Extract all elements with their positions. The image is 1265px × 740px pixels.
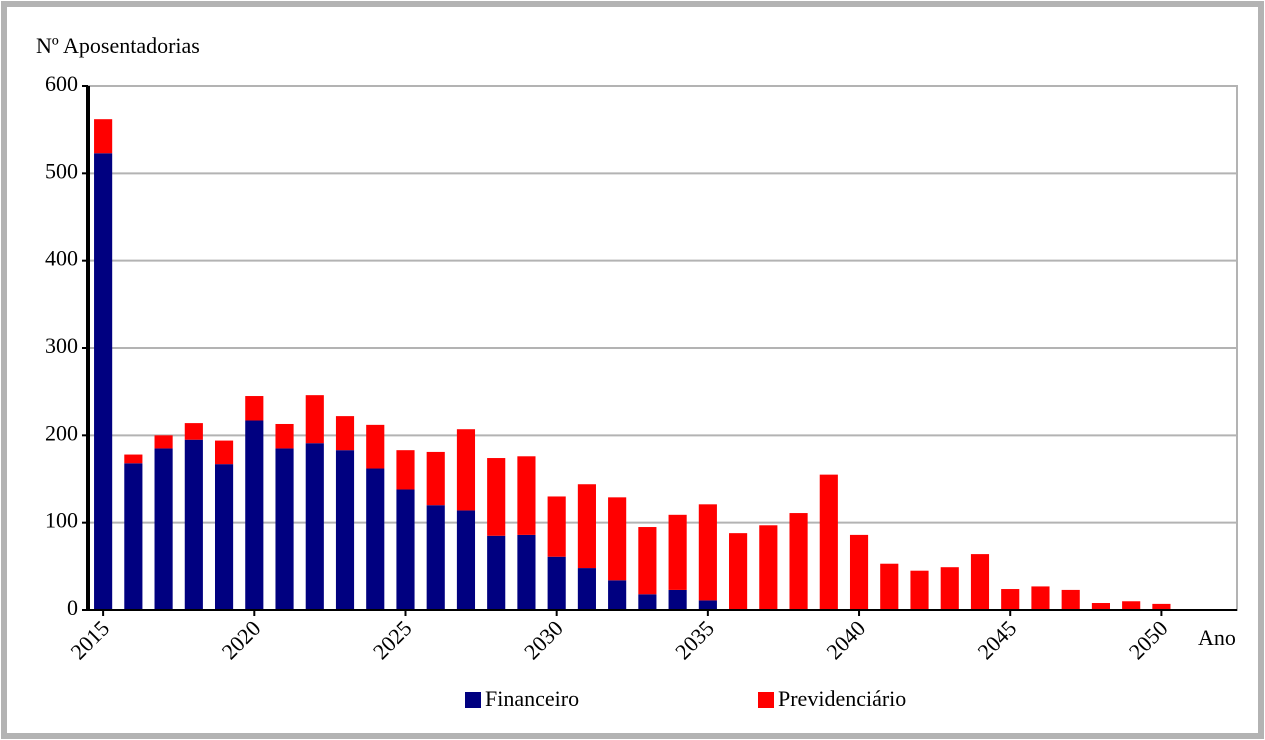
- bar: [214, 464, 234, 610]
- x-axis-label: Ano: [1198, 625, 1236, 650]
- bar: [275, 423, 294, 449]
- legend-label: Financeiro: [485, 686, 579, 711]
- bar: [970, 554, 990, 610]
- bar: [759, 525, 778, 610]
- bar: [124, 454, 143, 464]
- bar: [366, 468, 385, 610]
- bar: [517, 456, 536, 535]
- bar: [335, 416, 355, 451]
- x-tick-label: 2025: [368, 615, 417, 664]
- x-tick-label: 2045: [973, 615, 1022, 664]
- bar: [880, 563, 899, 610]
- bar: [577, 568, 596, 610]
- bar: [456, 510, 476, 610]
- bar: [517, 534, 536, 610]
- bar: [940, 567, 959, 610]
- x-tick-label: 2035: [670, 615, 719, 664]
- bar: [608, 497, 627, 581]
- bar: [608, 580, 627, 610]
- legend-swatch: [465, 692, 481, 708]
- bar: [245, 420, 264, 610]
- bar: [426, 451, 445, 506]
- bar: [214, 440, 234, 465]
- bar: [305, 443, 324, 610]
- bar: [910, 570, 929, 610]
- x-tick-label: 2050: [1124, 615, 1173, 664]
- bar: [547, 496, 566, 557]
- bar: [396, 489, 415, 610]
- y-tick-label: 200: [45, 420, 78, 445]
- bar: [487, 535, 506, 610]
- bar: [124, 463, 143, 610]
- bar: [638, 527, 657, 595]
- y-tick-label: 0: [67, 595, 78, 620]
- bar: [94, 119, 113, 154]
- x-tick-label: 2030: [519, 615, 568, 664]
- legend-swatch: [758, 692, 774, 708]
- bar: [94, 153, 113, 610]
- x-tick-label: 2015: [65, 615, 114, 664]
- bar: [275, 448, 294, 610]
- y-tick-label: 100: [45, 508, 78, 533]
- bar: [184, 423, 203, 440]
- bar: [487, 458, 506, 536]
- bar: [789, 513, 808, 610]
- bar: [154, 435, 173, 449]
- bar: [1001, 589, 1020, 610]
- y-tick-label: 500: [45, 158, 78, 183]
- bar: [1122, 601, 1141, 610]
- x-tick-label: 2040: [821, 615, 870, 664]
- y-tick-label: 600: [45, 71, 78, 96]
- bar: [305, 395, 324, 444]
- bar: [154, 448, 173, 610]
- bar: [426, 505, 445, 610]
- bar: [396, 450, 415, 490]
- y-tick-label: 300: [45, 333, 78, 358]
- bar: [245, 396, 264, 421]
- y-tick-label: 400: [45, 246, 78, 271]
- bar: [1031, 586, 1050, 610]
- x-tick-label: 2020: [217, 615, 266, 664]
- bar: [547, 556, 566, 610]
- bar: [668, 514, 687, 590]
- bar: [577, 484, 596, 569]
- y-axis-label: Nº Aposentadorias: [36, 33, 200, 58]
- legend-label: Previdenciário: [778, 686, 906, 711]
- bar: [335, 450, 355, 610]
- bar: [698, 504, 717, 601]
- bar: [456, 429, 476, 511]
- bar: [184, 439, 203, 610]
- bar: [1061, 589, 1080, 610]
- bar: [729, 533, 748, 610]
- bar: [366, 424, 385, 469]
- legend: Financeiro Previdenciário: [465, 686, 906, 711]
- bar: [819, 474, 838, 610]
- bar: [1152, 603, 1171, 610]
- bar: [668, 589, 687, 610]
- bar: [1091, 603, 1111, 610]
- bar: [698, 600, 717, 610]
- bar: [638, 594, 657, 610]
- bar: [849, 534, 869, 610]
